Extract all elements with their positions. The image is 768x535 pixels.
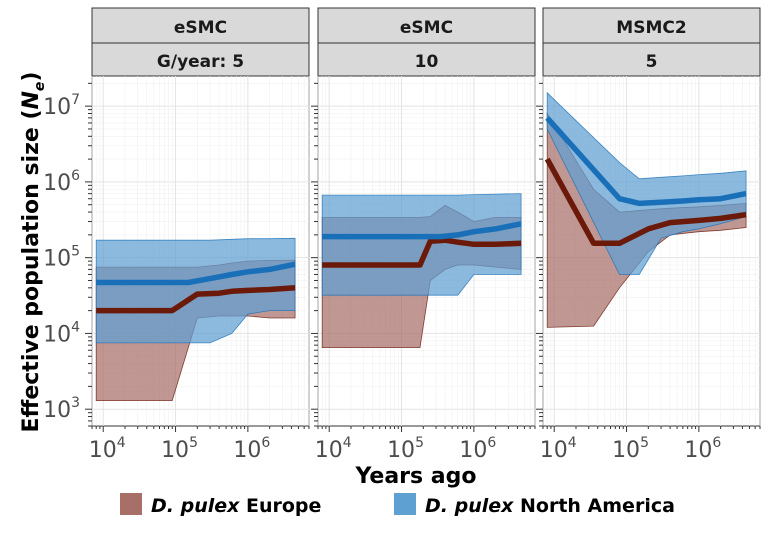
panel-3: MSMC2 5 bbox=[536, 7, 761, 432]
legend-region-north-america: North America bbox=[513, 495, 675, 517]
ribbon-north-america bbox=[95, 237, 296, 344]
y-tick-label: 105 bbox=[43, 244, 80, 272]
legend-swatch-europe bbox=[120, 493, 142, 515]
y-tick-label: 107 bbox=[43, 92, 80, 120]
line-europe bbox=[96, 285, 296, 314]
y-ticks bbox=[311, 82, 536, 432]
y-tick-label: 104 bbox=[43, 319, 80, 347]
legend-species-north-america: D. pulex bbox=[425, 495, 514, 517]
y-tick-labels: 103 104 105 106 107 bbox=[43, 92, 80, 423]
x-tick-label: 106 bbox=[459, 435, 496, 463]
strip-generations-bg bbox=[542, 42, 761, 77]
strip-method-label: eSMC bbox=[174, 18, 227, 38]
y-axis-title-subscript: e bbox=[32, 82, 48, 92]
strip-method-bg bbox=[91, 7, 310, 44]
x-tick-labels: 104 105 106 104 105 106 104 105 106 bbox=[89, 435, 722, 463]
legend-region-europe: Europe bbox=[239, 495, 321, 517]
strip-generations-label: 5 bbox=[646, 52, 658, 72]
legend-species-europe: D. pulex bbox=[151, 495, 240, 517]
panel-1: eSMC G/year: 5 bbox=[85, 7, 310, 432]
line-europe bbox=[322, 237, 522, 268]
x-tick-label: 104 bbox=[89, 435, 126, 463]
y-axis-title-prefix: Effective population size ( bbox=[19, 109, 44, 432]
panels: eSMC G/year: 5 eSMC 10 MSMC2 5 bbox=[85, 7, 761, 432]
x-tick-label: 106 bbox=[684, 435, 721, 463]
legend-label-north-america: D. pulex North America bbox=[425, 495, 675, 517]
y-ticks bbox=[536, 82, 761, 432]
strip-method-bg bbox=[542, 7, 761, 44]
ribbon-north-america bbox=[321, 193, 522, 296]
x-tick-label: 105 bbox=[161, 435, 198, 463]
y-axis-title-symbol: N bbox=[19, 91, 44, 109]
y-tick-label: 103 bbox=[43, 395, 80, 423]
y-axis-title: Effective population size (Ne) bbox=[19, 71, 48, 432]
strip-generations-label: G/year: 5 bbox=[157, 52, 244, 72]
legend-label-europe: D. pulex Europe bbox=[151, 495, 321, 517]
y-ticks bbox=[85, 82, 310, 432]
line-europe bbox=[544, 157, 747, 247]
line-north-america bbox=[322, 221, 522, 240]
x-tick-label: 106 bbox=[233, 435, 270, 463]
strip-method-label: eSMC bbox=[400, 18, 453, 38]
legend: D. pulex Europe D. pulex North America bbox=[120, 493, 675, 517]
strip-generations-label: 10 bbox=[415, 52, 439, 72]
x-axis-title: Years ago bbox=[355, 464, 477, 489]
x-tick-label: 105 bbox=[387, 435, 424, 463]
x-tick-label: 105 bbox=[612, 435, 649, 463]
strip-generations-bg bbox=[317, 42, 536, 77]
line-north-america bbox=[545, 116, 747, 207]
panel-2: eSMC 10 bbox=[311, 7, 536, 432]
x-tick-label: 104 bbox=[540, 435, 577, 463]
line-north-america bbox=[96, 261, 296, 286]
strip-method-label: MSMC2 bbox=[616, 18, 686, 38]
legend-swatch-north-america bbox=[394, 493, 416, 515]
strip-generations-bg bbox=[91, 42, 310, 77]
y-axis-title-suffix: ) bbox=[19, 71, 44, 81]
y-tick-label: 106 bbox=[43, 168, 80, 196]
x-tick-label: 104 bbox=[315, 435, 352, 463]
